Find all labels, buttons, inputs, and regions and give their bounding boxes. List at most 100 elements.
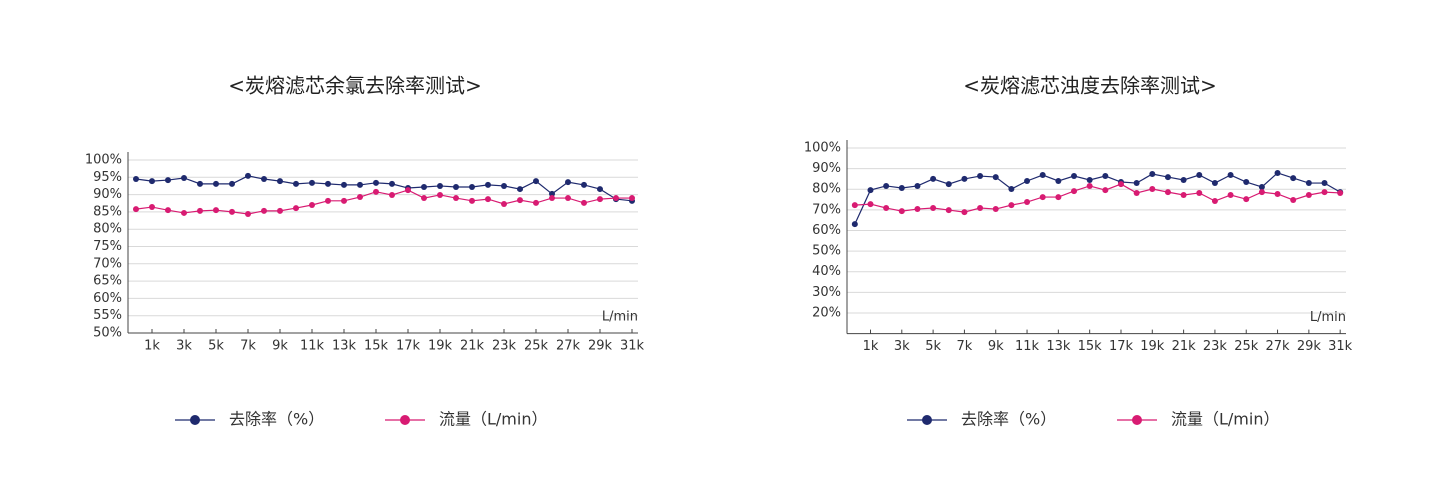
data-point <box>149 204 155 211</box>
x-tick-label: 31k <box>620 339 645 354</box>
y-tick-label: 100% <box>85 153 122 168</box>
data-point <box>992 174 999 181</box>
y-tick-label: 40% <box>812 264 841 279</box>
data-point <box>1196 189 1203 196</box>
legend-marker <box>190 415 200 425</box>
data-point <box>565 195 571 202</box>
data-point <box>309 179 315 186</box>
y-tick-label: 60% <box>812 223 841 238</box>
data-point <box>1243 179 1250 186</box>
data-point <box>961 209 968 216</box>
data-point <box>549 190 555 197</box>
data-point <box>277 207 283 214</box>
x-tick-label: 17k <box>1109 339 1134 354</box>
legend-label: 去除率（%） <box>229 410 324 429</box>
x-tick-label: 31k <box>1328 339 1353 354</box>
data-point <box>485 196 491 203</box>
data-point <box>469 183 475 190</box>
data-point <box>613 195 619 202</box>
legend-marker <box>400 415 410 425</box>
data-point <box>1258 189 1265 196</box>
legend-marker <box>1132 415 1142 425</box>
data-point <box>1039 194 1046 201</box>
chart: <炭熔滤芯余氯去除率测试> 50% 55% 60% 65% 70% 75% 80% 85% 90%… <box>85 74 645 429</box>
legend-marker <box>922 415 932 425</box>
data-point <box>373 179 379 186</box>
data-point <box>1180 176 1187 183</box>
x-tick-label: 1k <box>144 339 160 354</box>
series-line <box>135 189 632 215</box>
x-tick-label: 3k <box>894 339 910 354</box>
data-point <box>277 178 283 185</box>
data-point <box>851 202 858 209</box>
x-tick-label: 27k <box>1266 339 1291 354</box>
x-tick-label: 25k <box>1234 339 1259 354</box>
y-tick-label: 90% <box>812 161 841 176</box>
series-line <box>854 183 1341 213</box>
data-point <box>533 199 539 206</box>
data-point <box>1290 196 1297 203</box>
data-point <box>325 180 331 187</box>
x-tick-label: 11k <box>300 339 325 354</box>
chart-title: <炭熔滤芯浊度去除率测试> <box>963 74 1217 98</box>
data-point <box>1274 190 1281 197</box>
data-point <box>1102 173 1109 180</box>
data-point <box>581 199 587 206</box>
data-point <box>517 197 523 204</box>
x-tick-label: 23k <box>1203 339 1228 354</box>
data-point <box>1290 175 1297 182</box>
data-point <box>405 187 411 194</box>
y-tick-label: 85% <box>93 204 122 219</box>
data-point <box>930 205 937 212</box>
x-tick-label: 15k <box>1078 339 1103 354</box>
data-point <box>549 195 555 202</box>
data-point <box>1337 189 1344 196</box>
data-point <box>1055 177 1062 184</box>
data-point <box>1274 169 1281 176</box>
x-unit-label: L/min <box>1310 310 1346 325</box>
data-point <box>245 210 251 217</box>
x-tick-label: 13k <box>332 339 357 354</box>
data-point <box>1086 176 1093 183</box>
data-point <box>883 205 890 212</box>
data-point <box>229 180 235 187</box>
data-point <box>229 208 235 215</box>
data-point <box>1071 188 1078 195</box>
y-tick-label: 90% <box>93 187 122 202</box>
y-tick-label: 55% <box>93 308 122 323</box>
data-point <box>437 182 443 189</box>
series-line <box>135 175 633 202</box>
data-point <box>629 195 635 202</box>
data-point <box>597 186 603 193</box>
data-point <box>293 205 299 212</box>
data-point <box>1227 172 1234 179</box>
data-point <box>1305 180 1312 187</box>
data-point <box>341 197 347 204</box>
data-point <box>165 207 171 214</box>
x-tick-label: 19k <box>1140 339 1165 354</box>
chart: <炭熔滤芯浊度去除率测试> 20% 30% 40% 50% 60% 70% 80% 90% 100… <box>804 74 1353 429</box>
y-tick-label: 30% <box>812 285 841 300</box>
data-point <box>1258 183 1265 190</box>
x-tick-label: 21k <box>1172 339 1197 354</box>
x-tick-label: 9k <box>272 339 288 354</box>
data-point <box>389 191 395 198</box>
data-point <box>389 180 395 187</box>
data-point <box>1149 170 1156 177</box>
data-point <box>469 197 475 204</box>
y-tick-label: 75% <box>93 239 122 254</box>
data-point <box>1243 196 1250 203</box>
data-point <box>133 176 139 183</box>
data-point <box>165 177 171 184</box>
y-tick-label: 20% <box>812 305 841 320</box>
data-point <box>181 174 187 181</box>
data-point <box>437 191 443 198</box>
data-point <box>181 209 187 216</box>
data-point <box>961 175 968 182</box>
data-point <box>501 182 507 189</box>
data-point <box>293 180 299 187</box>
y-tick-label: 70% <box>812 202 841 217</box>
data-point <box>1211 180 1218 187</box>
x-unit-label: L/min <box>602 310 638 325</box>
data-point <box>133 206 139 213</box>
